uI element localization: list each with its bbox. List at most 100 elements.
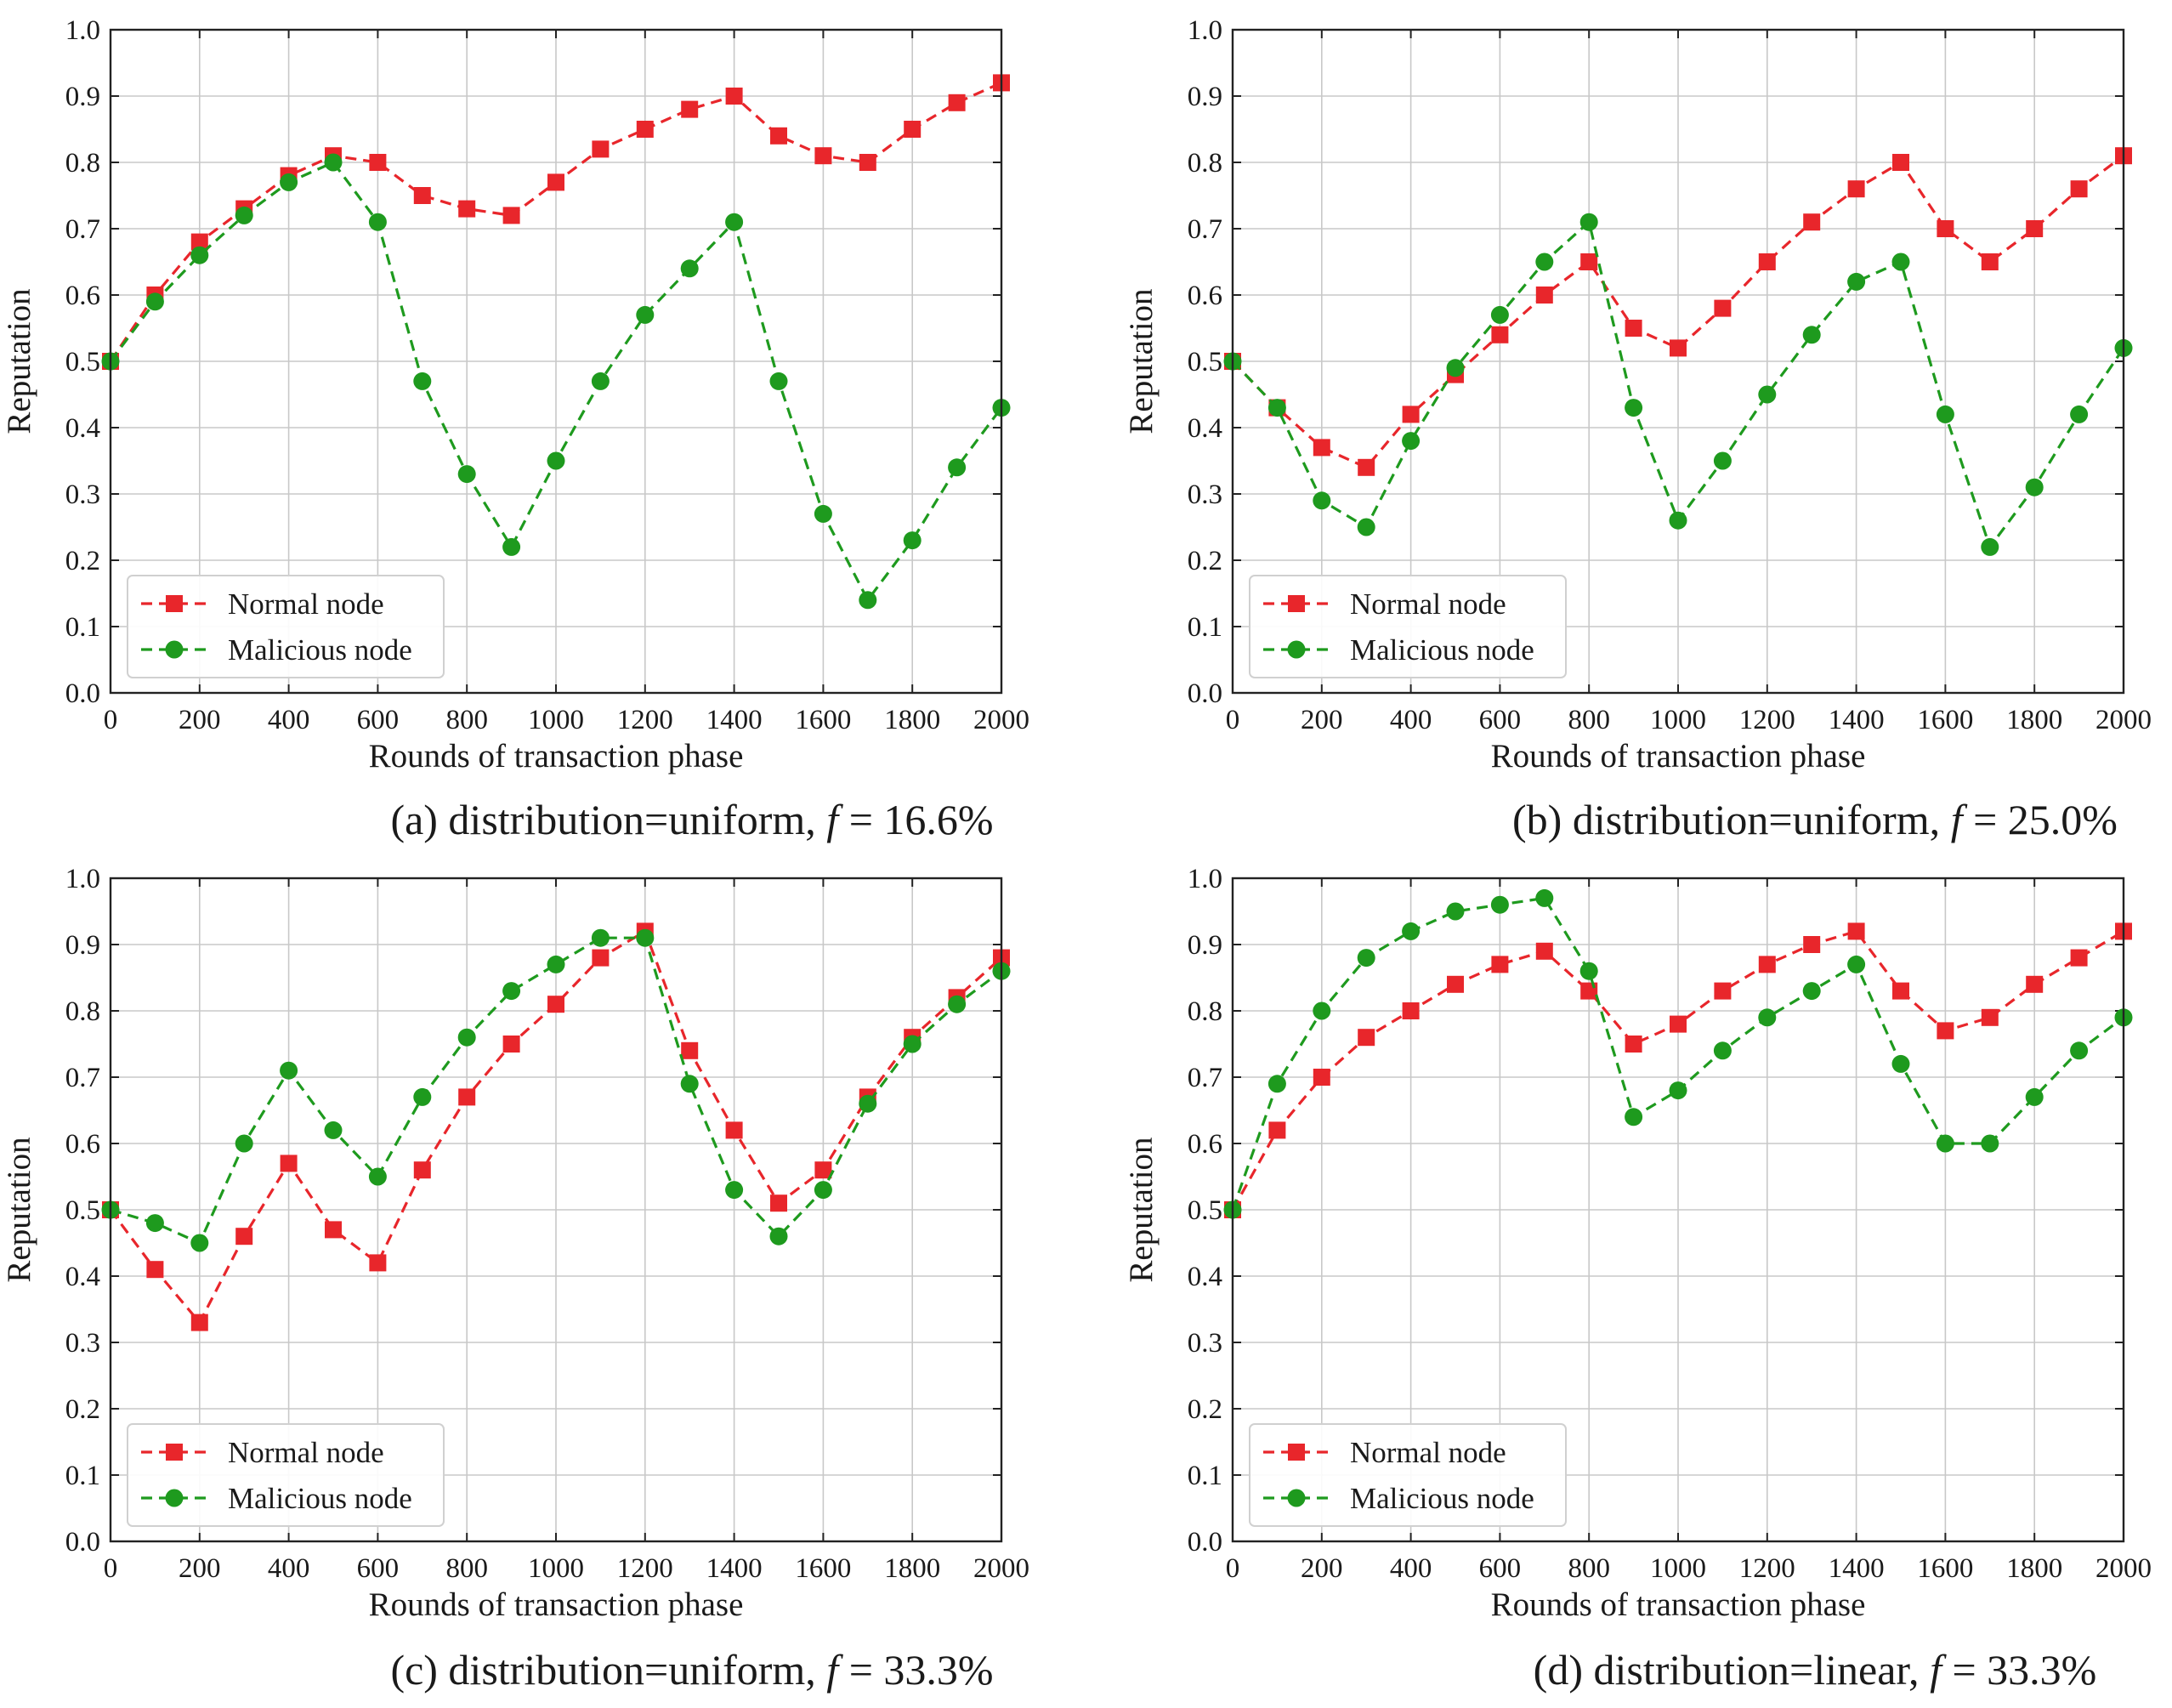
point-normal-a-1400 bbox=[725, 88, 743, 105]
y-tick-label-d-9: 0.9 bbox=[1188, 930, 1222, 961]
y-tick-label-d-8: 0.8 bbox=[1188, 996, 1222, 1027]
caption-a: (a) distribution=uniform, f = 16.6% bbox=[224, 795, 1160, 844]
point-normal-b-1400 bbox=[1847, 180, 1865, 198]
y-tick-label-b-10: 1.0 bbox=[1188, 15, 1222, 46]
point-normal-c-300 bbox=[235, 1228, 253, 1246]
point-malicious-a-1000 bbox=[547, 451, 565, 470]
y-tick-label-d-2: 0.2 bbox=[1188, 1394, 1222, 1425]
x-tick-label-b-5: 1000 bbox=[1650, 705, 1706, 735]
point-malicious-b-900 bbox=[1625, 399, 1643, 417]
caption-b-variable: f bbox=[1950, 796, 1963, 843]
y-tick-label-d-6: 0.6 bbox=[1188, 1129, 1222, 1160]
caption-c-suffix: = 33.3% bbox=[838, 1646, 994, 1694]
x-tick-label-b-1: 200 bbox=[1301, 705, 1343, 735]
point-malicious-a-600 bbox=[368, 213, 387, 231]
y-tick-label-c-9: 0.9 bbox=[65, 930, 100, 961]
series-line-malicious-c bbox=[110, 936, 1002, 1246]
point-normal-c-500 bbox=[325, 1221, 342, 1239]
point-malicious-c-1600 bbox=[814, 1181, 832, 1200]
point-normal-a-1700 bbox=[859, 154, 876, 171]
point-normal-b-800 bbox=[1580, 253, 1598, 270]
legend-marker-normal-c bbox=[166, 1444, 183, 1461]
y-tick-label-c-5: 0.5 bbox=[65, 1195, 100, 1226]
point-malicious-b-1700 bbox=[1981, 537, 1999, 556]
x-tick-label-b-3: 600 bbox=[1479, 705, 1522, 735]
point-normal-c-1600 bbox=[814, 1161, 832, 1179]
y-tick-label-d-0: 0.0 bbox=[1188, 1527, 1222, 1558]
caption-d-variable: f bbox=[1930, 1646, 1942, 1694]
x-tick-label-b-6: 1200 bbox=[1739, 705, 1795, 735]
y-tick-label-c-4: 0.4 bbox=[65, 1262, 100, 1292]
point-malicious-a-1900 bbox=[948, 458, 967, 477]
legend-marker-malicious-a bbox=[165, 640, 184, 659]
point-normal-b-300 bbox=[1358, 458, 1375, 476]
y-tick-label-b-8: 0.8 bbox=[1188, 148, 1222, 179]
y-tick-label-b-1: 0.1 bbox=[1188, 612, 1222, 643]
x-tick-label-d-1: 200 bbox=[1301, 1553, 1343, 1584]
caption-b-suffix: = 25.0% bbox=[1962, 796, 2118, 843]
point-malicious-b-500 bbox=[1446, 359, 1465, 377]
y-tick-label-a-9: 0.9 bbox=[65, 82, 100, 112]
point-normal-b-1200 bbox=[1758, 253, 1776, 270]
legend-b: Normal node Malicious node bbox=[1249, 575, 1567, 678]
point-malicious-d-100 bbox=[1267, 1075, 1286, 1093]
x-tick-label-a-4: 800 bbox=[445, 705, 488, 735]
point-malicious-b-1300 bbox=[1802, 326, 1821, 344]
point-normal-d-1500 bbox=[1892, 982, 1909, 1000]
point-malicious-c-100 bbox=[145, 1214, 164, 1233]
legend-label-malicious-b: Malicious node bbox=[1350, 633, 1534, 667]
point-normal-b-700 bbox=[1535, 287, 1553, 304]
x-tick-label-b-2: 400 bbox=[1390, 705, 1432, 735]
panel-b: 0 200 400 600 800 1000 1200 1400 1600 1800 2000 0.0… bbox=[1123, 15, 2152, 775]
x-tick-label-c-6: 1200 bbox=[617, 1553, 673, 1584]
point-normal-d-900 bbox=[1625, 1036, 1642, 1053]
y-tick-label-c-10: 1.0 bbox=[65, 864, 100, 894]
point-malicious-a-1800 bbox=[903, 531, 922, 550]
panel-a: 0 200 400 600 800 1000 1200 1400 1600 1800 2000 0.0… bbox=[1, 15, 1029, 775]
point-normal-a-1100 bbox=[592, 140, 610, 158]
point-malicious-b-1400 bbox=[1847, 272, 1866, 291]
point-normal-c-200 bbox=[190, 1314, 208, 1331]
y-axis-label-b: Reputation bbox=[1123, 288, 1160, 434]
y-tick-label-c-0: 0.0 bbox=[65, 1527, 100, 1558]
point-normal-d-1000 bbox=[1670, 1015, 1687, 1033]
caption-d-suffix: = 33.3% bbox=[1941, 1646, 2097, 1694]
point-normal-d-1200 bbox=[1758, 956, 1776, 973]
x-axis-label-d: Rounds of transaction phase bbox=[1491, 1586, 1866, 1623]
point-malicious-c-1200 bbox=[636, 928, 655, 947]
legend-marker-malicious-b bbox=[1287, 640, 1306, 659]
point-malicious-d-1000 bbox=[1669, 1081, 1687, 1100]
y-tick-label-a-7: 0.7 bbox=[65, 214, 100, 245]
point-malicious-b-300 bbox=[1357, 518, 1375, 536]
point-normal-d-400 bbox=[1402, 1002, 1420, 1019]
series-line-normal-c bbox=[109, 929, 1003, 1325]
x-tick-label-c-9: 1800 bbox=[884, 1553, 940, 1584]
y-tick-label-d-5: 0.5 bbox=[1188, 1195, 1222, 1226]
point-normal-c-1300 bbox=[681, 1041, 699, 1059]
point-normal-b-900 bbox=[1625, 320, 1642, 337]
x-tick-label-a-5: 1000 bbox=[528, 705, 584, 735]
point-malicious-c-600 bbox=[368, 1167, 387, 1186]
x-tick-label-a-10: 2000 bbox=[973, 705, 1029, 735]
x-tick-label-c-0: 0 bbox=[104, 1553, 118, 1584]
legend-label-malicious-c: Malicious node bbox=[228, 1482, 412, 1515]
point-normal-a-200 bbox=[190, 233, 208, 251]
point-malicious-c-1100 bbox=[591, 928, 610, 947]
point-malicious-c-400 bbox=[280, 1061, 298, 1080]
point-normal-d-700 bbox=[1535, 942, 1553, 960]
point-malicious-c-1900 bbox=[948, 995, 967, 1013]
point-malicious-b-1800 bbox=[2025, 478, 2044, 497]
caption-b-prefix: (b) distribution=uniform, bbox=[1512, 796, 1951, 843]
point-malicious-d-600 bbox=[1490, 895, 1509, 914]
plot-frame-c bbox=[109, 877, 1003, 1543]
caption-b: (b) distribution=uniform, f = 25.0% bbox=[1347, 795, 2172, 844]
point-normal-c-1400 bbox=[725, 1121, 743, 1139]
x-tick-label-a-8: 1600 bbox=[795, 705, 851, 735]
legend-marker-normal-a bbox=[166, 595, 183, 612]
point-malicious-d-300 bbox=[1357, 949, 1375, 967]
point-malicious-c-700 bbox=[413, 1087, 432, 1106]
x-tick-label-c-3: 600 bbox=[357, 1553, 400, 1584]
y-axis-label-c: Reputation bbox=[1, 1137, 37, 1282]
point-normal-b-1000 bbox=[1670, 339, 1687, 357]
